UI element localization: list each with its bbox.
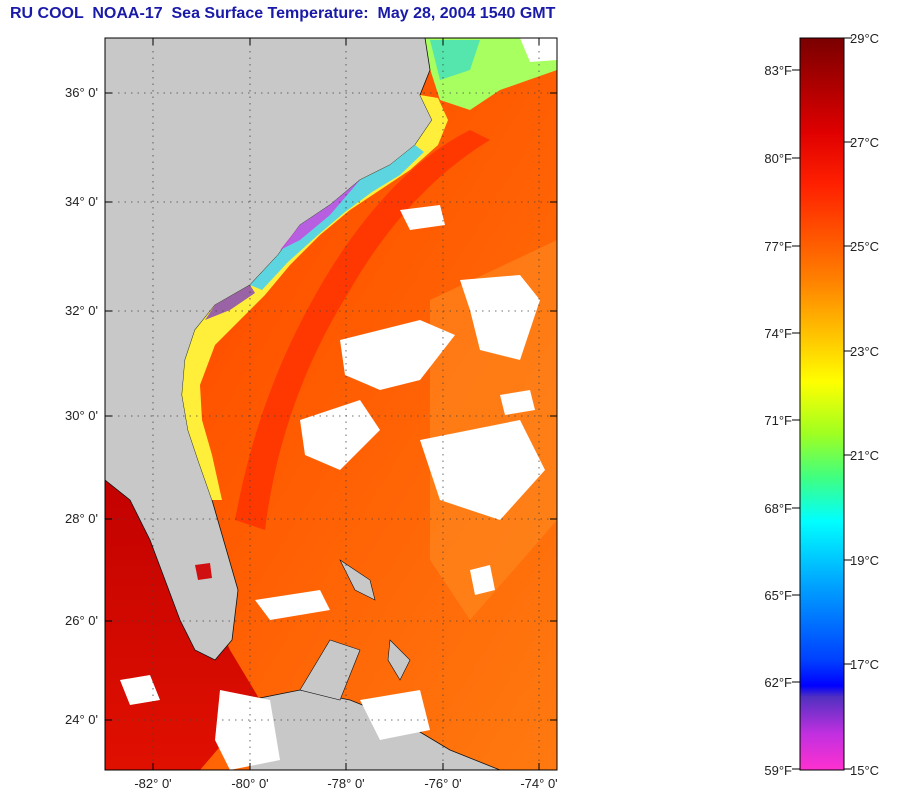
map-title: RU COOL NOAA-17 Sea Surface Temperature:… xyxy=(10,5,556,22)
fahrenheit-74: 74°F xyxy=(764,326,792,341)
map-frame xyxy=(104,37,558,771)
fahrenheit-62: 62°F xyxy=(764,675,792,690)
celsius-17: 17°C xyxy=(850,657,879,672)
fahrenheit-68: 68°F xyxy=(764,501,792,516)
celsius-19: 19°C xyxy=(850,553,879,568)
fahrenheit-59: 59°F xyxy=(764,763,792,778)
fahrenheit-65: 65°F xyxy=(764,588,792,603)
lon-label-80: -80° 0' xyxy=(231,776,268,791)
lon-label-82: -82° 0' xyxy=(134,776,171,791)
celsius-21: 21°C xyxy=(850,448,879,463)
celsius-27: 27°C xyxy=(850,135,879,150)
lat-label-36: 36° 0' xyxy=(65,85,98,100)
celsius-25: 25°C xyxy=(850,239,879,254)
celsius-29: 29°C xyxy=(850,31,879,46)
lat-label-26: 26° 0' xyxy=(65,613,98,628)
fahrenheit-80: 80°F xyxy=(764,151,792,166)
fahrenheit-83: 83°F xyxy=(764,63,792,78)
lat-label-34: 34° 0' xyxy=(65,194,98,209)
fahrenheit-71: 71°F xyxy=(764,413,792,428)
lat-label-32: 32° 0' xyxy=(65,303,98,318)
fahrenheit-77: 77°F xyxy=(764,239,792,254)
lon-label-76: -76° 0' xyxy=(424,776,461,791)
lat-label-28: 28° 0' xyxy=(65,511,98,526)
lat-label-30: 30° 0' xyxy=(65,408,98,423)
celsius-23: 23°C xyxy=(850,344,879,359)
celsius-15: 15°C xyxy=(850,763,879,778)
colorbar-gradient xyxy=(799,37,845,771)
lon-label-74: -74° 0' xyxy=(520,776,557,791)
lat-label-24: 24° 0' xyxy=(65,712,98,727)
lon-label-78: -78° 0' xyxy=(327,776,364,791)
